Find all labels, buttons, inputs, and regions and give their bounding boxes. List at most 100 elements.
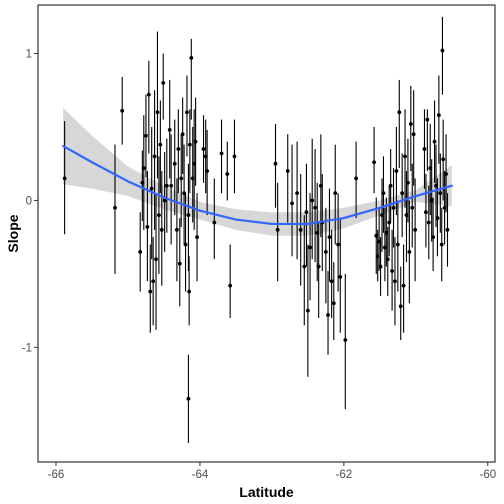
- data-point: [410, 205, 415, 210]
- points-layer: [62, 48, 450, 401]
- data-point: [228, 283, 233, 288]
- data-point: [331, 301, 336, 306]
- data-point: [180, 132, 185, 137]
- data-point: [394, 169, 399, 173]
- data-point: [375, 254, 380, 259]
- y-axis: -1 0 1: [22, 49, 38, 354]
- data-point: [326, 313, 330, 317]
- data-point: [424, 210, 428, 215]
- data-point: [62, 176, 67, 181]
- data-point: [436, 113, 441, 118]
- data-point: [187, 142, 192, 147]
- x-tick-label: -64: [192, 469, 209, 481]
- data-point: [377, 239, 382, 244]
- data-point: [407, 249, 412, 254]
- data-point: [219, 151, 224, 156]
- data-point: [172, 161, 177, 166]
- data-point: [179, 176, 184, 181]
- smooth-trend-line: [62, 144, 453, 226]
- data-point: [145, 224, 150, 229]
- data-point: [162, 198, 167, 203]
- data-point: [388, 183, 393, 188]
- confidence-ribbon-layer: [63, 107, 452, 236]
- data-point: [203, 154, 208, 159]
- data-point: [120, 108, 125, 113]
- x-axis-title: Latitude: [239, 484, 294, 500]
- data-point: [316, 264, 321, 269]
- data-point: [177, 261, 182, 266]
- data-point: [308, 245, 312, 250]
- data-point: [113, 205, 117, 210]
- data-point: [398, 304, 403, 309]
- data-point: [155, 110, 160, 115]
- data-point: [225, 172, 230, 176]
- data-point: [444, 172, 448, 176]
- data-point: [146, 92, 151, 97]
- data-point: [189, 56, 194, 60]
- data-point: [151, 279, 156, 284]
- data-point: [187, 289, 192, 294]
- data-point: [305, 308, 310, 313]
- data-point: [329, 279, 334, 284]
- data-point: [327, 235, 332, 240]
- data-point: [381, 191, 386, 195]
- data-point: [158, 142, 163, 147]
- data-point: [385, 257, 390, 262]
- data-point: [295, 191, 299, 195]
- data-point: [302, 264, 307, 269]
- data-point: [164, 183, 169, 188]
- confidence-ribbon: [63, 107, 452, 236]
- data-point: [411, 132, 416, 137]
- data-point: [192, 161, 197, 166]
- data-point: [442, 205, 447, 210]
- data-point: [338, 274, 343, 279]
- data-point: [372, 160, 376, 165]
- data-point: [380, 213, 384, 218]
- data-point: [408, 122, 413, 126]
- data-point: [382, 245, 387, 250]
- data-point: [313, 205, 317, 210]
- data-point: [428, 166, 433, 171]
- data-point: [387, 220, 392, 225]
- data-point: [354, 176, 358, 181]
- data-point: [183, 242, 188, 247]
- data-point: [431, 235, 436, 240]
- data-point: [167, 127, 172, 132]
- data-point: [413, 227, 418, 232]
- y-tick-label: 1: [26, 49, 32, 61]
- data-point: [432, 139, 437, 144]
- data-point: [435, 216, 440, 220]
- smooth-line-layer: [62, 144, 453, 226]
- data-point: [374, 233, 379, 238]
- data-point: [440, 48, 445, 53]
- data-point: [169, 183, 174, 188]
- data-point: [391, 205, 396, 210]
- data-point: [425, 117, 430, 122]
- data-point: [186, 213, 191, 218]
- data-point: [390, 269, 394, 273]
- data-point: [395, 242, 400, 247]
- data-point: [149, 186, 154, 191]
- data-point: [439, 242, 444, 247]
- data-point: [441, 157, 446, 162]
- data-point: [438, 191, 443, 195]
- data-point: [201, 147, 206, 151]
- data-point: [384, 230, 389, 235]
- y-axis-title: Slope: [5, 214, 21, 252]
- data-point: [298, 227, 303, 232]
- data-point: [290, 201, 294, 206]
- data-point: [393, 279, 397, 284]
- data-point: [275, 227, 280, 232]
- data-point: [333, 191, 338, 195]
- data-point: [397, 110, 402, 115]
- data-point: [343, 338, 348, 342]
- data-point: [159, 227, 164, 232]
- data-point: [406, 180, 410, 185]
- y-tick-label: -1: [22, 342, 32, 354]
- data-point: [285, 169, 290, 173]
- data-point: [273, 161, 278, 166]
- x-tick-label: -60: [479, 469, 496, 481]
- data-point: [336, 242, 341, 247]
- data-point: [205, 169, 210, 173]
